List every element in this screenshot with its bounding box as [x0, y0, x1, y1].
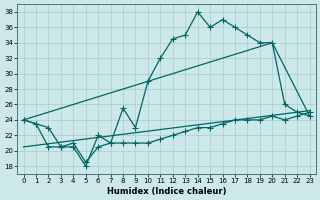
X-axis label: Humidex (Indice chaleur): Humidex (Indice chaleur) [107, 187, 226, 196]
